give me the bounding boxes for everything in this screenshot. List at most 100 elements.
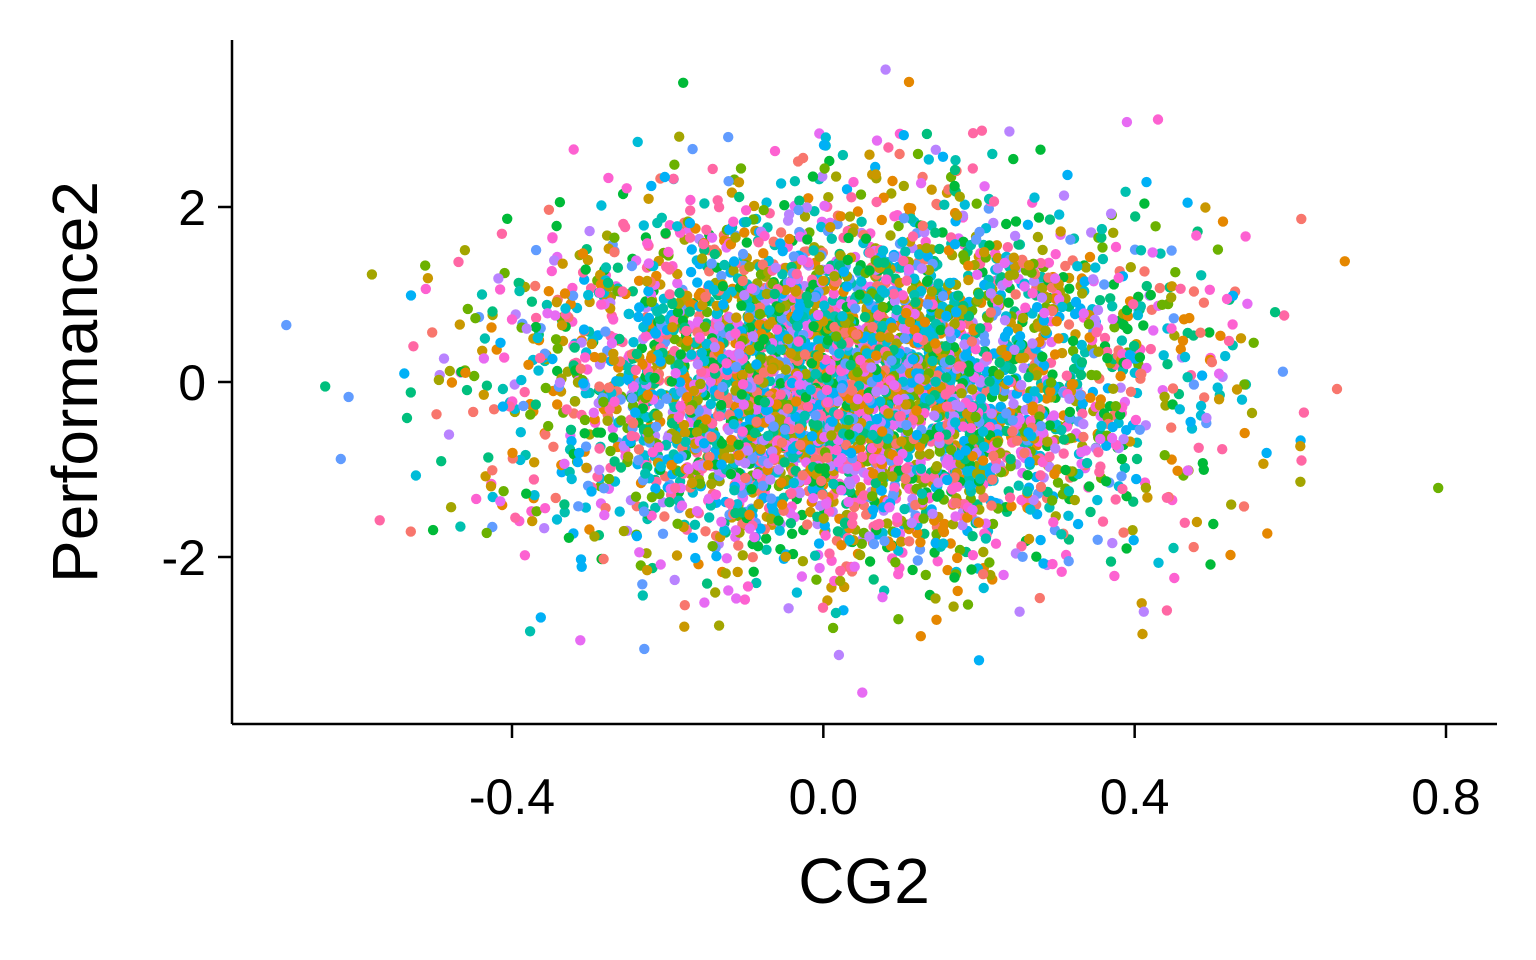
- data-point: [806, 358, 818, 369]
- data-point: [671, 433, 682, 445]
- data-point: [1004, 270, 1015, 281]
- data-point: [768, 453, 779, 464]
- data-point: [808, 245, 819, 256]
- data-point: [790, 411, 801, 422]
- data-point: [672, 518, 683, 529]
- data-point: [669, 333, 680, 345]
- data-point: [530, 312, 542, 324]
- data-point: [1196, 270, 1207, 281]
- data-point: [1179, 517, 1191, 528]
- data-point: [957, 520, 968, 531]
- data-point: [535, 612, 546, 623]
- data-point: [1162, 359, 1173, 370]
- data-point: [488, 404, 500, 415]
- data-point: [864, 149, 875, 160]
- data-point: [1235, 333, 1247, 344]
- data-point: [547, 353, 558, 365]
- data-point: [892, 512, 903, 523]
- data-point: [523, 359, 534, 370]
- data-point: [631, 348, 642, 360]
- data-point: [903, 202, 914, 214]
- data-point: [914, 373, 925, 384]
- data-point: [957, 421, 969, 432]
- data-point: [1220, 350, 1231, 362]
- data-point: [899, 333, 911, 344]
- data-point: [1032, 231, 1044, 243]
- data-point: [897, 236, 908, 248]
- data-point: [1156, 299, 1168, 310]
- data-point: [626, 260, 638, 272]
- data-point: [753, 237, 764, 248]
- data-point: [847, 511, 858, 522]
- data-point: [661, 393, 672, 404]
- data-point: [990, 538, 1002, 549]
- data-point: [1013, 239, 1024, 250]
- data-point: [779, 457, 790, 468]
- data-point: [933, 278, 944, 289]
- data-point: [598, 396, 609, 408]
- data-point: [800, 392, 812, 403]
- data-point: [744, 302, 756, 313]
- data-point: [1106, 432, 1118, 444]
- data-point: [836, 339, 847, 350]
- data-point: [705, 376, 716, 387]
- data-point: [1188, 541, 1199, 553]
- data-point: [705, 398, 717, 410]
- data-point: [487, 491, 498, 503]
- data-point: [692, 277, 703, 288]
- data-point: [758, 204, 769, 216]
- data-point: [1226, 499, 1237, 510]
- data-point: [890, 527, 901, 538]
- data-point: [960, 350, 971, 361]
- data-point: [852, 367, 863, 378]
- data-point: [931, 491, 943, 502]
- data-point: [1035, 534, 1046, 546]
- data-point: [567, 282, 578, 294]
- data-point: [1215, 330, 1226, 341]
- data-point: [793, 336, 804, 347]
- data-point: [731, 593, 742, 604]
- data-point: [763, 319, 775, 330]
- data-point: [732, 408, 744, 419]
- data-point: [733, 540, 744, 551]
- data-point: [1174, 404, 1186, 415]
- data-point: [893, 569, 904, 580]
- data-point: [842, 254, 853, 266]
- data-point: [646, 180, 657, 192]
- data-point: [483, 452, 494, 463]
- data-point: [533, 365, 544, 376]
- data-point: [868, 468, 879, 479]
- data-point: [1141, 176, 1152, 188]
- data-point: [691, 506, 703, 517]
- data-point: [977, 569, 989, 580]
- data-point: [1090, 262, 1101, 273]
- data-point: [975, 484, 986, 495]
- data-point: [938, 538, 949, 549]
- data-point: [1024, 456, 1035, 468]
- data-point: [809, 291, 821, 303]
- data-point: [689, 519, 701, 530]
- data-point: [901, 419, 912, 431]
- data-point: [794, 379, 805, 390]
- data-point: [838, 266, 850, 277]
- data-point: [594, 443, 605, 454]
- data-point: [818, 513, 829, 524]
- data-point: [930, 376, 941, 387]
- data-point: [801, 202, 812, 213]
- data-point: [481, 527, 492, 539]
- data-point: [1105, 556, 1117, 567]
- data-point: [650, 483, 661, 494]
- data-point: [871, 135, 883, 146]
- data-point: [937, 524, 949, 535]
- data-point: [718, 299, 729, 310]
- data-point: [1240, 231, 1251, 242]
- data-point: [573, 447, 585, 459]
- data-point: [701, 578, 713, 589]
- data-point: [495, 337, 506, 348]
- data-point: [931, 614, 942, 625]
- data-point: [749, 532, 760, 543]
- data-point: [455, 521, 466, 532]
- data-point: [1182, 327, 1193, 339]
- data-point: [1015, 353, 1026, 364]
- data-point: [940, 389, 951, 400]
